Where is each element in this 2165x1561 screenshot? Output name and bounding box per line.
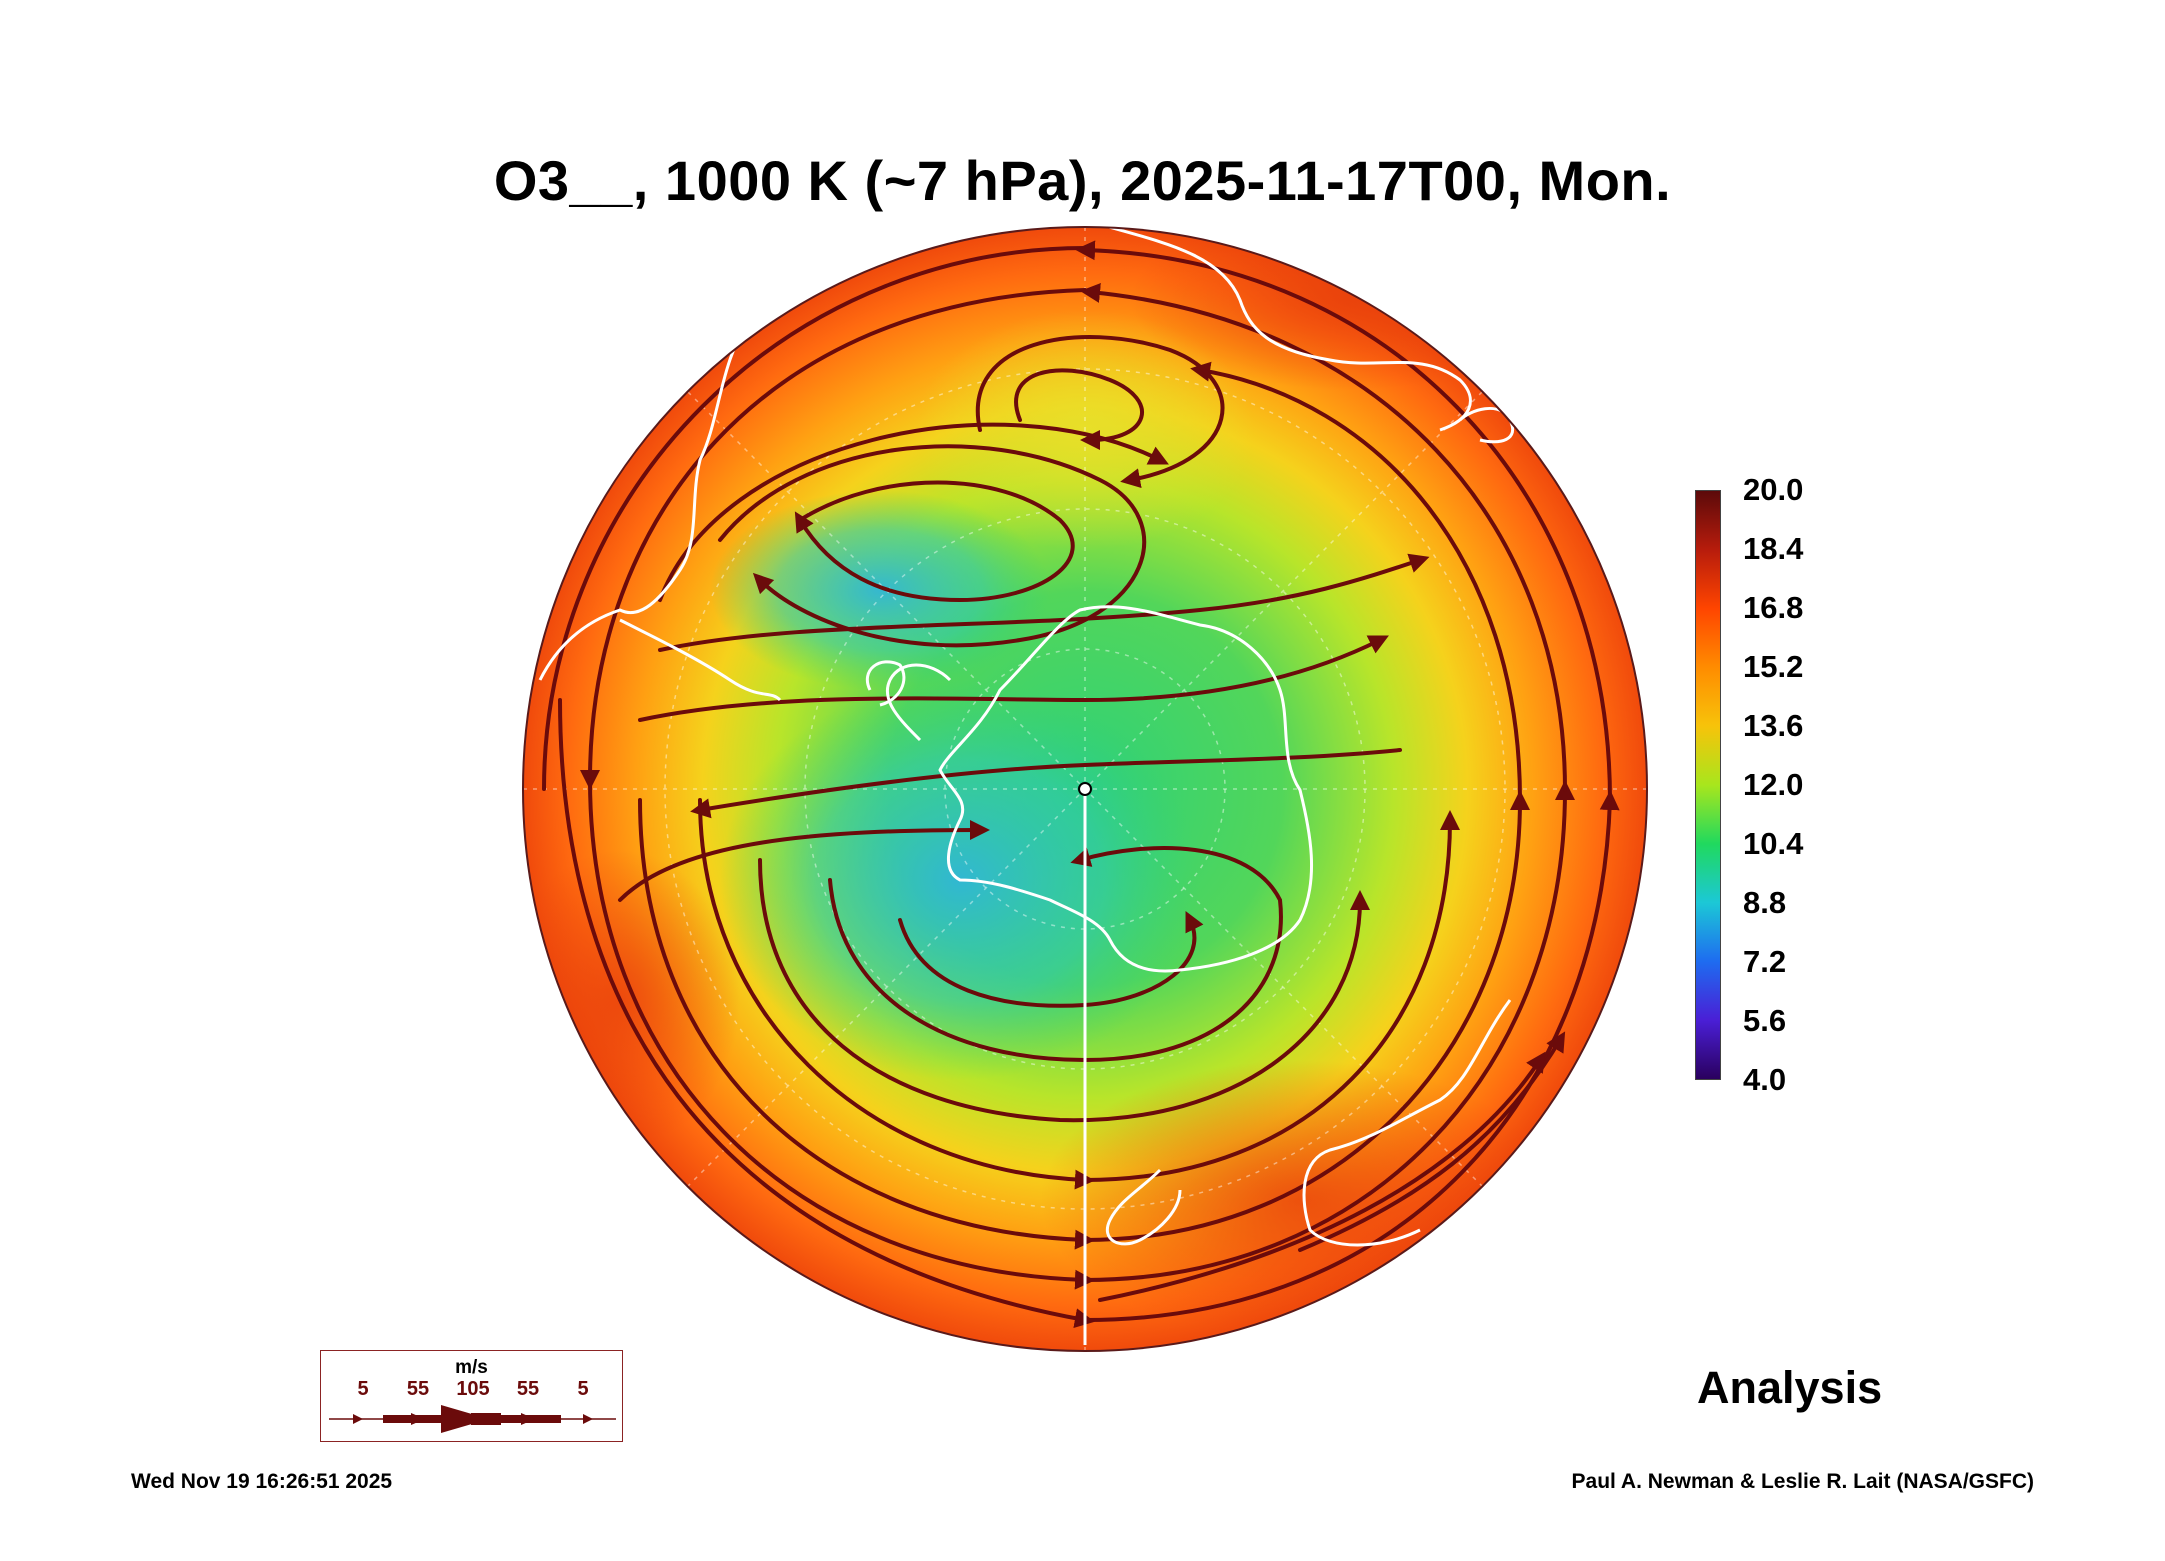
colorbar-tick-label: 12.0	[1743, 767, 1804, 802]
ozone-field	[523, 227, 1647, 1351]
colorbar-tick-label: 15.2	[1743, 649, 1804, 684]
colorbar-tick-label: 5.6	[1743, 1003, 1787, 1038]
colorbar-tick-label: 16.8	[1743, 590, 1804, 625]
coastlines	[538, 227, 1514, 1345]
colorbar-tick-label: 4.0	[1743, 1062, 1787, 1097]
colorbar-gradient	[1695, 490, 1721, 1080]
colorbar-tick-label: 8.8	[1743, 885, 1787, 920]
colorbar-tick-label: 10.4	[1743, 826, 1804, 861]
south-pole-marker	[1078, 782, 1092, 796]
credit-line: Paul A. Newman & Leslie R. Lait (NASA/GS…	[1571, 1470, 2034, 1493]
colorbar-tick-label: 13.6	[1743, 708, 1804, 743]
analysis-label: Analysis	[1697, 1362, 1883, 1413]
timestamp: Wed Nov 19 16:26:51 2025	[131, 1470, 393, 1493]
wind-speed-legend: m/s 5 55 105 55 5	[320, 1350, 623, 1442]
wind-legend-value: 5	[357, 1378, 369, 1400]
map-title: O3__, 1000 K (~7 hPa), 2025-11-17T00, Mo…	[493, 149, 1672, 212]
wind-legend-value: 55	[516, 1378, 540, 1400]
colorbar-tick-label: 7.2	[1743, 944, 1787, 979]
wind-streamlines	[542, 240, 1620, 1329]
wind-legend-arrow	[329, 1405, 616, 1433]
wind-legend-value: 5	[577, 1378, 589, 1400]
colorbar-tick-label: 20.0	[1743, 472, 1804, 507]
wind-legend-value: 55	[406, 1378, 430, 1400]
wind-legend-units: m/s	[455, 1357, 488, 1378]
colorbar-tick-label: 18.4	[1743, 531, 1804, 566]
wind-legend-value: 105	[456, 1378, 490, 1400]
